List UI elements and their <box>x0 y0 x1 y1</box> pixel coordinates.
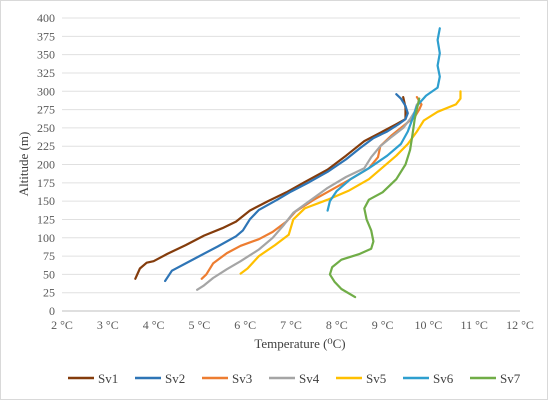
y-tick-label: 0 <box>49 304 55 318</box>
legend-label: Sv1 <box>98 371 118 386</box>
y-tick-label: 250 <box>37 121 55 135</box>
y-tick-label: 350 <box>37 48 55 62</box>
y-tick-label: 375 <box>37 29 55 43</box>
x-tick-labels: 2 °C 3 °C 4 °C 5 °C 6 °C 7 °C 8 °C 9 °C 10 °C 11 … <box>51 318 534 332</box>
x-tick-label: 6 °C <box>234 318 256 332</box>
legend-label: Sv5 <box>366 371 386 386</box>
y-tick-label: 150 <box>37 194 55 208</box>
y-tick-label: 125 <box>37 212 55 226</box>
y-tick-label: 200 <box>37 158 55 172</box>
x-tick-label: 11 °C <box>461 318 488 332</box>
y-tick-label: 75 <box>43 249 55 263</box>
y-tick-label: 325 <box>37 66 55 80</box>
legend-label: Sv2 <box>165 371 185 386</box>
x-tick-label: 4 °C <box>143 318 165 332</box>
y-tick-label: 275 <box>37 103 55 117</box>
legend-label: Sv3 <box>232 371 252 386</box>
y-tick-label: 50 <box>43 267 55 281</box>
x-tick-label: 9 °C <box>372 318 394 332</box>
x-tick-label: 7 °C <box>280 318 302 332</box>
y-axis-title: Altitude (m) <box>16 132 31 197</box>
y-tick-label: 225 <box>37 139 55 153</box>
x-axis-title: Temperature (⁰C) <box>254 336 345 351</box>
series-line-sv6 <box>326 27 441 212</box>
x-tick-label: 12 °C <box>506 318 534 332</box>
series-line-sv7 <box>328 97 421 299</box>
y-tick-labels: 0 25 50 75 100 125 150 175 200 225 250 275 300 325 350… <box>37 11 55 318</box>
x-tick-label: 5 °C <box>188 318 210 332</box>
gridlines <box>62 17 520 312</box>
series-lines <box>134 27 462 299</box>
x-tick-label: 8 °C <box>326 318 348 332</box>
legend: Sv1 Sv2 Sv3 Sv4 Sv5 Sv6 Sv7 <box>68 371 521 386</box>
series-line-sv5 <box>239 90 462 275</box>
x-tick-label: 10 °C <box>414 318 442 332</box>
legend-label: Sv7 <box>500 371 521 386</box>
series-line-sv4 <box>196 103 418 291</box>
x-tick-label: 3 °C <box>97 318 119 332</box>
legend-label: Sv6 <box>433 371 454 386</box>
series-line-sv2 <box>164 93 409 283</box>
y-tick-label: 175 <box>37 176 55 190</box>
legend-label: Sv4 <box>299 371 320 386</box>
y-tick-label: 400 <box>37 11 55 25</box>
x-tick-label: 2 °C <box>51 318 73 332</box>
y-tick-label: 100 <box>37 231 55 245</box>
y-tick-label: 300 <box>37 84 55 98</box>
y-tick-label: 25 <box>43 286 55 300</box>
